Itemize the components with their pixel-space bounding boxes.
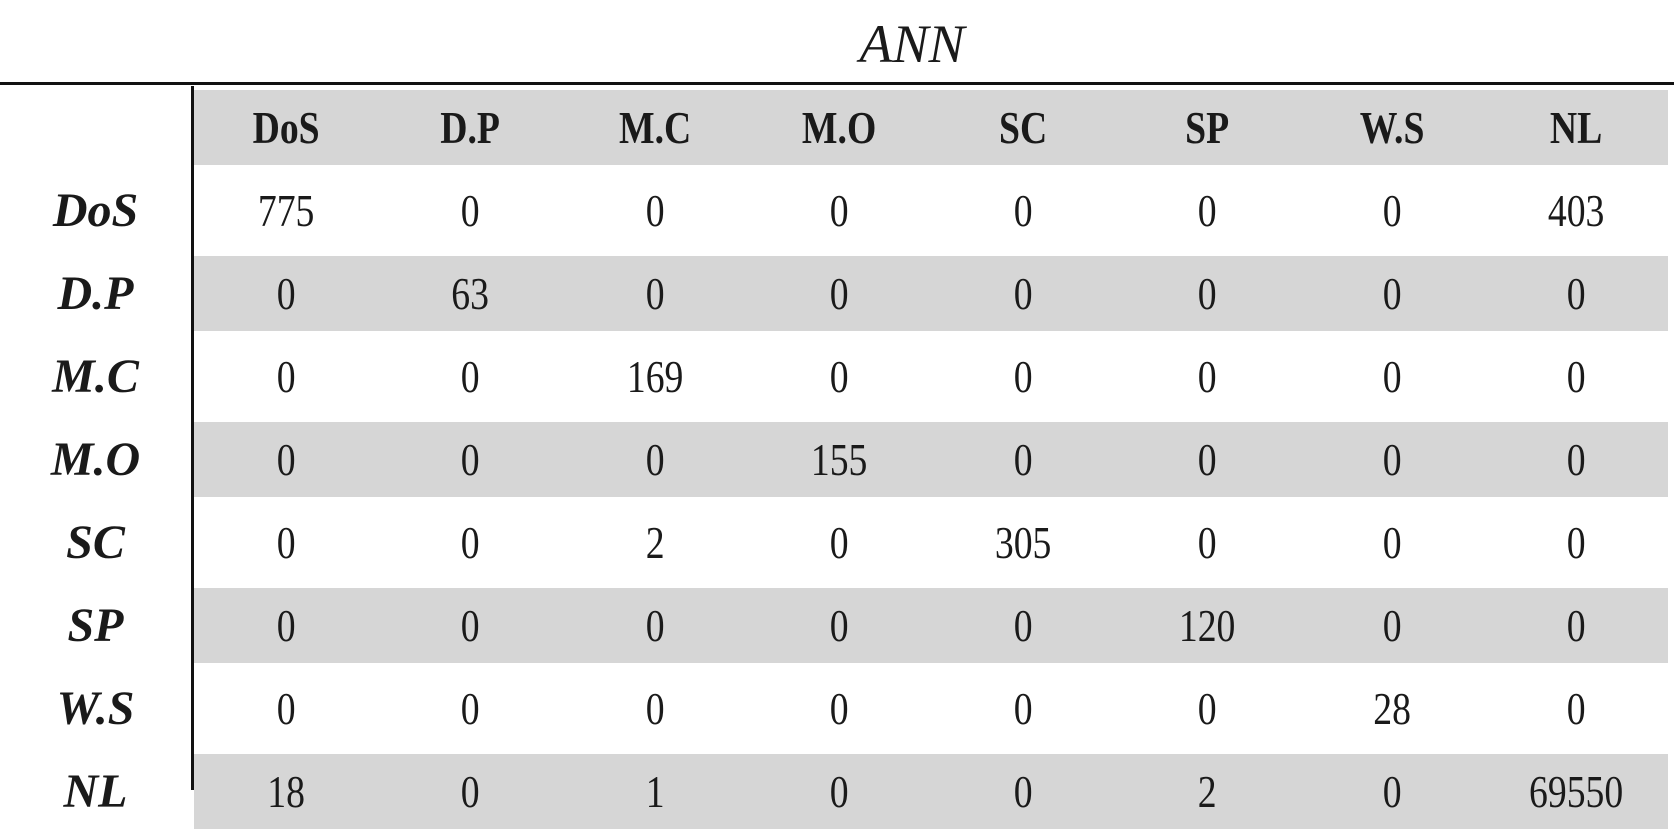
confusion-matrix-table: DoS D.P M.C M.O SC SP W.S NL DoS 775 0 0 0 0 0 0 403 D.P 0…	[0, 86, 1674, 833]
table-row: M.O 0 0 0 155 0 0 0 0	[0, 418, 1674, 501]
table-cell: 0	[1382, 268, 1402, 319]
table-cell: 0	[276, 268, 296, 319]
row-header: DoS	[52, 184, 139, 237]
table-cell: 0	[276, 517, 296, 568]
table-cell: 0	[460, 351, 480, 402]
header-row-shading	[194, 90, 1668, 165]
table-cell: 0	[1566, 351, 1586, 402]
row-shading	[194, 588, 1668, 663]
table-cell: 0	[645, 600, 665, 651]
table-cell: 0	[1566, 434, 1586, 485]
table-cell: 0	[829, 600, 849, 651]
table-cell: 0	[1382, 434, 1402, 485]
table-cell: 0	[276, 434, 296, 485]
table-cell: 0	[1382, 351, 1402, 402]
table-cell: 305	[994, 517, 1052, 568]
table-cell: 0	[1566, 517, 1586, 568]
top-rule	[0, 82, 1674, 85]
table-cell: 0	[1013, 351, 1033, 402]
table-cell: 0	[460, 766, 480, 817]
table-cell: 0	[460, 185, 480, 236]
column-header: W.S	[1359, 102, 1424, 153]
column-header: DoS	[252, 102, 320, 153]
row-shading	[194, 256, 1668, 331]
table-cell: 2	[1197, 766, 1217, 817]
table-cell: 0	[1197, 185, 1217, 236]
table-cell: 0	[460, 683, 480, 734]
table-cell: 0	[645, 683, 665, 734]
table-cell: 169	[626, 351, 683, 402]
table-cell: 403	[1547, 185, 1605, 236]
table-cell: 120	[1179, 600, 1236, 651]
table-cell: 0	[1197, 517, 1217, 568]
table-row: DoS 775 0 0 0 0 0 0 403	[0, 169, 1674, 252]
column-header: M.C	[618, 102, 691, 153]
table-title: ANN	[859, 14, 965, 74]
table-cell: 28	[1372, 683, 1411, 734]
table-cell: 0	[645, 185, 665, 236]
table-cell: 0	[829, 185, 849, 236]
table-cell: 0	[1566, 268, 1586, 319]
table-cell: 18	[267, 766, 305, 817]
table-cell: 0	[276, 351, 296, 402]
table-cell: 0	[1197, 683, 1217, 734]
table-cell: 0	[460, 517, 480, 568]
column-header: NL	[1549, 102, 1603, 153]
table-cell: 0	[276, 600, 296, 651]
table-cell: 775	[257, 185, 315, 236]
table-cell: 0	[1197, 434, 1217, 485]
table-cell: 0	[1013, 434, 1033, 485]
table-row: SC 0 0 2 0 305 0 0 0	[0, 501, 1674, 584]
table-cell: 0	[1382, 517, 1402, 568]
row-header: NL	[63, 765, 128, 818]
table-cell: 0	[829, 766, 849, 817]
table-cell: 0	[1382, 600, 1402, 651]
header-row: DoS D.P M.C M.O SC SP W.S NL	[0, 86, 1674, 169]
row-header: SP	[67, 599, 124, 652]
table-cell: 0	[1013, 766, 1033, 817]
table-cell: 0	[645, 434, 665, 485]
table-cell: 0	[1013, 185, 1033, 236]
table-cell: 0	[1013, 683, 1033, 734]
table-row: W.S 0 0 0 0 0 0 28 0	[0, 667, 1674, 750]
row-header-divider	[191, 86, 194, 790]
table-cell: 0	[276, 683, 296, 734]
table-cell: 0	[460, 434, 480, 485]
row-header: D.P	[57, 267, 134, 320]
table-cell: 63	[451, 268, 490, 319]
table-cell: 69550	[1528, 766, 1624, 817]
row-shading	[194, 422, 1668, 497]
column-header: D.P	[440, 102, 501, 153]
row-header: W.S	[56, 682, 135, 735]
column-header: M.O	[801, 102, 877, 153]
table-row: M.C 0 0 169 0 0 0 0 0	[0, 335, 1674, 418]
column-header: SP	[1185, 102, 1230, 153]
table-cell: 0	[1013, 268, 1033, 319]
table-cell: 0	[1382, 185, 1402, 236]
row-header: M.C	[52, 350, 139, 403]
table-cell: 2	[645, 517, 665, 568]
table-cell: 0	[1013, 600, 1033, 651]
table-row: SP 0 0 0 0 0 120 0 0	[0, 584, 1674, 667]
row-header: SC	[66, 516, 125, 569]
table-cell: 0	[645, 268, 665, 319]
table-cell: 0	[460, 600, 480, 651]
table-cell: 155	[810, 434, 868, 485]
table-row: NL 18 0 1 0 0 2 0 69550	[0, 750, 1674, 833]
table-cell: 0	[1197, 351, 1217, 402]
row-header: M.O	[50, 433, 141, 486]
table-cell: 0	[1566, 683, 1586, 734]
table-cell: 0	[1566, 600, 1586, 651]
table-cell: 1	[645, 766, 665, 817]
table-cell: 0	[1382, 766, 1402, 817]
table-cell: 0	[829, 351, 849, 402]
table-cell: 0	[829, 683, 849, 734]
column-header: SC	[999, 102, 1048, 153]
table-row: D.P 0 63 0 0 0 0 0 0	[0, 252, 1674, 335]
table-cell: 0	[1197, 268, 1217, 319]
table-cell: 0	[829, 517, 849, 568]
table-cell: 0	[829, 268, 849, 319]
